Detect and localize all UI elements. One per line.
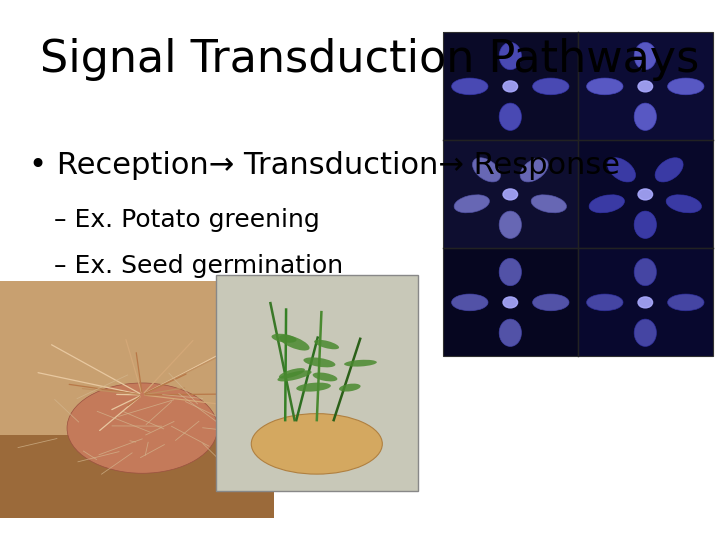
Circle shape xyxy=(503,81,518,92)
Ellipse shape xyxy=(634,258,657,286)
Ellipse shape xyxy=(312,373,338,381)
Text: Signal Transduction Pathways: Signal Transduction Pathways xyxy=(40,38,699,81)
Ellipse shape xyxy=(634,103,657,131)
Ellipse shape xyxy=(531,195,567,213)
Ellipse shape xyxy=(499,42,521,70)
Ellipse shape xyxy=(454,195,490,213)
Bar xyxy=(443,32,577,140)
Ellipse shape xyxy=(667,294,704,310)
Bar xyxy=(0,281,274,518)
Ellipse shape xyxy=(533,294,569,310)
Ellipse shape xyxy=(520,158,548,182)
Text: – Ex. Seed germination: – Ex. Seed germination xyxy=(54,254,343,278)
Circle shape xyxy=(638,189,652,200)
Ellipse shape xyxy=(271,334,297,343)
Ellipse shape xyxy=(472,158,500,182)
Ellipse shape xyxy=(251,414,382,474)
Ellipse shape xyxy=(344,360,377,367)
Ellipse shape xyxy=(451,294,488,310)
Bar xyxy=(577,32,713,140)
Ellipse shape xyxy=(608,158,636,182)
Bar xyxy=(443,32,713,356)
Ellipse shape xyxy=(67,383,217,473)
Ellipse shape xyxy=(314,340,339,349)
Circle shape xyxy=(638,81,652,92)
Ellipse shape xyxy=(499,103,521,131)
Ellipse shape xyxy=(634,211,657,239)
Ellipse shape xyxy=(533,78,569,94)
Ellipse shape xyxy=(634,319,657,347)
Text: • Reception→ Transduction→ Response: • Reception→ Transduction→ Response xyxy=(29,151,620,180)
Ellipse shape xyxy=(339,383,361,392)
Ellipse shape xyxy=(279,335,310,350)
Ellipse shape xyxy=(589,195,624,213)
Ellipse shape xyxy=(499,258,521,286)
Ellipse shape xyxy=(279,368,305,379)
Bar xyxy=(0,435,274,518)
Ellipse shape xyxy=(499,211,521,239)
Text: – Ex. Potato greening: – Ex. Potato greening xyxy=(54,208,320,232)
Ellipse shape xyxy=(666,195,701,213)
Bar xyxy=(577,248,713,356)
Bar xyxy=(577,140,713,248)
Ellipse shape xyxy=(303,357,336,367)
Bar xyxy=(216,275,418,491)
Ellipse shape xyxy=(499,319,521,347)
Ellipse shape xyxy=(634,42,657,70)
Ellipse shape xyxy=(277,370,312,381)
Ellipse shape xyxy=(296,382,331,392)
Ellipse shape xyxy=(587,294,623,310)
Bar xyxy=(443,140,577,248)
Circle shape xyxy=(503,189,518,200)
Ellipse shape xyxy=(655,158,683,182)
Ellipse shape xyxy=(667,78,704,94)
Circle shape xyxy=(638,297,652,308)
Ellipse shape xyxy=(451,78,488,94)
Ellipse shape xyxy=(587,78,623,94)
Circle shape xyxy=(503,297,518,308)
Bar xyxy=(443,248,577,356)
